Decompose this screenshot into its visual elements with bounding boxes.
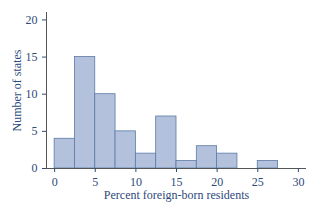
svg-text:5: 5	[92, 175, 98, 189]
svg-text:0: 0	[32, 161, 38, 175]
svg-text:5: 5	[32, 124, 38, 138]
svg-text:0: 0	[52, 175, 58, 189]
svg-text:Percent foreign-born residents: Percent foreign-born residents	[104, 188, 250, 202]
svg-text:15: 15	[170, 175, 183, 189]
svg-text:Number of states: Number of states	[10, 49, 24, 131]
svg-text:20: 20	[211, 175, 224, 189]
svg-text:20: 20	[26, 13, 38, 27]
svg-text:30: 30	[292, 175, 304, 189]
svg-text:15: 15	[26, 50, 38, 64]
svg-text:25: 25	[252, 175, 264, 189]
svg-text:10: 10	[26, 87, 38, 101]
svg-text:10: 10	[129, 175, 142, 189]
